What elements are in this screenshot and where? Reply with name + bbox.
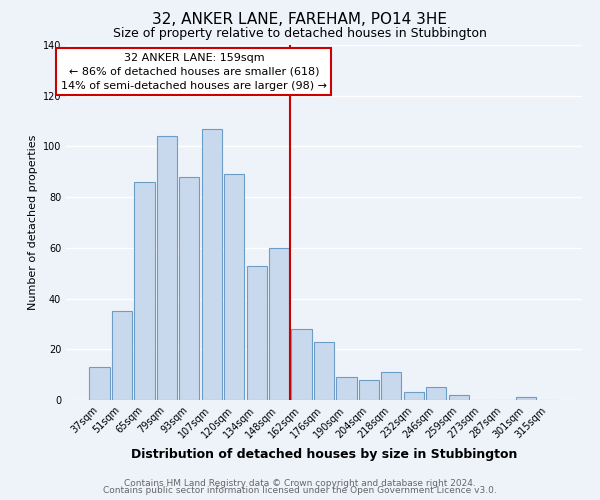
Text: 32 ANKER LANE: 159sqm
← 86% of detached houses are smaller (618)
14% of semi-det: 32 ANKER LANE: 159sqm ← 86% of detached …	[61, 52, 327, 90]
Bar	[359, 380, 379, 400]
Bar	[381, 372, 401, 400]
Bar	[516, 398, 536, 400]
Bar	[202, 128, 222, 400]
Y-axis label: Number of detached properties: Number of detached properties	[28, 135, 38, 310]
Bar	[89, 367, 110, 400]
X-axis label: Distribution of detached houses by size in Stubbington: Distribution of detached houses by size …	[131, 448, 517, 461]
Bar	[112, 311, 132, 400]
Bar	[449, 395, 469, 400]
Bar	[179, 177, 199, 400]
Bar	[314, 342, 334, 400]
Bar	[292, 329, 311, 400]
Bar	[426, 388, 446, 400]
Bar	[269, 248, 289, 400]
Bar	[224, 174, 244, 400]
Bar	[404, 392, 424, 400]
Text: Size of property relative to detached houses in Stubbington: Size of property relative to detached ho…	[113, 28, 487, 40]
Text: 32, ANKER LANE, FAREHAM, PO14 3HE: 32, ANKER LANE, FAREHAM, PO14 3HE	[152, 12, 448, 28]
Text: Contains HM Land Registry data © Crown copyright and database right 2024.: Contains HM Land Registry data © Crown c…	[124, 478, 476, 488]
Text: Contains public sector information licensed under the Open Government Licence v3: Contains public sector information licen…	[103, 486, 497, 495]
Bar	[247, 266, 267, 400]
Bar	[337, 377, 356, 400]
Bar	[157, 136, 177, 400]
Bar	[134, 182, 155, 400]
